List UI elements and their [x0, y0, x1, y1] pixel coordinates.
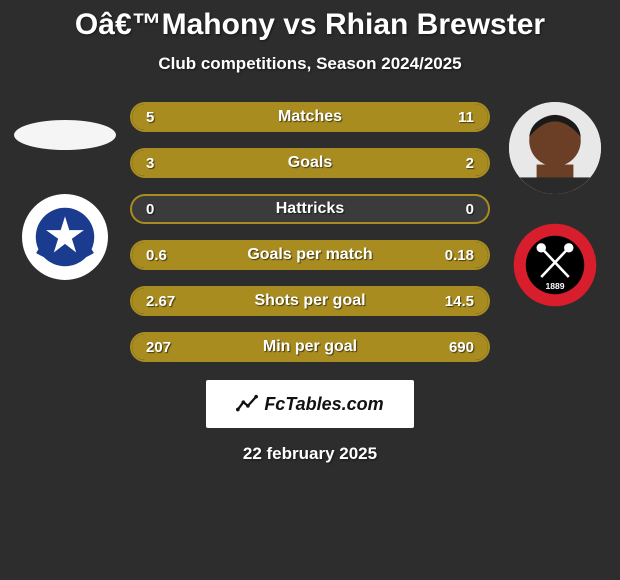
stat-row: 207690Min per goal	[130, 332, 490, 362]
svg-text:1889: 1889	[545, 281, 564, 291]
stat-row: 32Goals	[130, 148, 490, 178]
comparison-panel: 511Matches 32Goals 00Hattricks 0.60.18Goals…	[10, 102, 610, 362]
stat-row: 0.60.18Goals per match	[130, 240, 490, 270]
stat-row: 00Hattricks	[130, 194, 490, 224]
branding-badge: FcTables.com	[206, 380, 414, 428]
stat-label: Shots per goal	[132, 292, 488, 310]
left-player-column	[10, 102, 120, 280]
player-right-club-badge: 1889	[512, 222, 598, 308]
stat-row: 2.6714.5Shots per goal	[130, 286, 490, 316]
player-left-avatar	[14, 120, 116, 150]
player-left-club-badge	[22, 194, 108, 280]
stat-label: Goals	[132, 154, 488, 172]
stat-label: Goals per match	[132, 246, 488, 264]
branding-text: FcTables.com	[264, 394, 383, 415]
stat-label: Hattricks	[132, 200, 488, 218]
stat-row: 511Matches	[130, 102, 490, 132]
stat-label: Matches	[132, 108, 488, 126]
player-right-avatar	[509, 102, 601, 194]
stat-bars: 511Matches 32Goals 00Hattricks 0.60.18Goals…	[130, 102, 490, 362]
page-subtitle: Club competitions, Season 2024/2025	[10, 54, 610, 74]
stat-label: Min per goal	[132, 338, 488, 356]
date-label: 22 february 2025	[10, 444, 610, 464]
branding-icon	[236, 393, 258, 415]
right-player-column: 1889	[500, 102, 610, 308]
page-title: Oâ€™Mahony vs Rhian Brewster	[10, 8, 610, 42]
